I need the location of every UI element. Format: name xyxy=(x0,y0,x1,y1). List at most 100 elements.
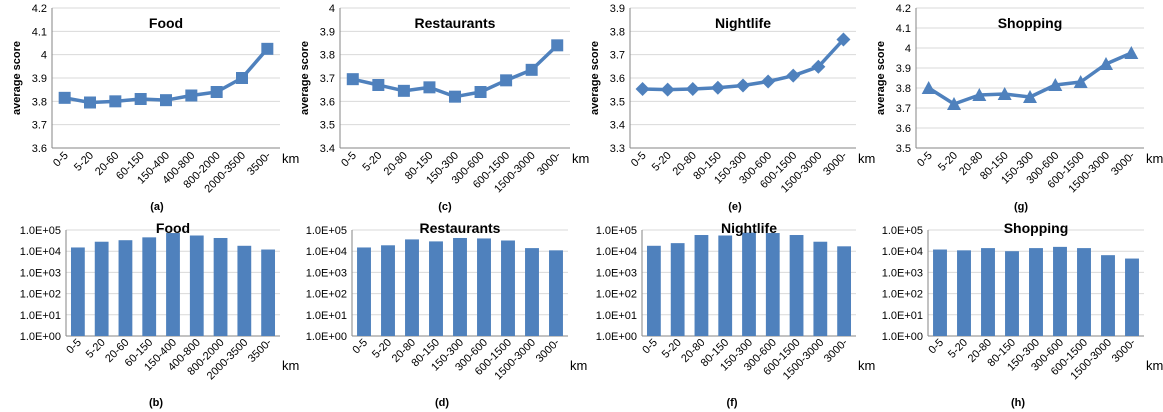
y-tick-label: 3.8 xyxy=(610,26,625,38)
bar xyxy=(1077,248,1091,336)
y-tick-label: 1.0E+00 xyxy=(882,331,923,343)
y-tick-label: 3.7 xyxy=(610,50,625,62)
x-tick-label: 3000- xyxy=(535,149,564,178)
x-unit-label: km xyxy=(282,151,299,166)
y-tick-label: 3.8 xyxy=(896,83,911,95)
data-point xyxy=(397,84,410,97)
x-tick-label: 3000- xyxy=(822,336,851,365)
bar xyxy=(142,237,157,336)
bar xyxy=(1029,248,1043,336)
y-tick-label: 1.0E+02 xyxy=(596,289,637,301)
x-tick-label: 0-5 xyxy=(339,150,359,170)
x-unit-label: km xyxy=(570,358,587,373)
bar xyxy=(501,240,515,336)
y-tick-label: 3.5 xyxy=(610,96,625,108)
x-unit-label: km xyxy=(1146,358,1163,373)
data-point xyxy=(921,81,936,94)
data-point xyxy=(134,93,147,105)
x-tick-label: 0-5 xyxy=(629,150,649,170)
y-tick-label: 3.4 xyxy=(320,143,335,155)
y-tick-label: 1.0E+04 xyxy=(596,246,637,258)
chart-title: Nightlife xyxy=(721,220,777,236)
data-point xyxy=(449,90,461,103)
y-tick-label: 3.3 xyxy=(610,143,625,155)
chart-title: Nightlife xyxy=(715,15,771,31)
data-point xyxy=(635,81,650,96)
y-tick-label: 1.0E+01 xyxy=(882,310,923,322)
bar xyxy=(694,235,709,336)
panel-label: (e) xyxy=(728,201,742,213)
panel-label: (d) xyxy=(435,397,449,409)
bar-chart-nightlife: 1.0E+00 1.0E+01 1.0E+02 1.0E+03 1.0E+04 1.0E+… xyxy=(596,220,876,409)
y-tick-label: 3.5 xyxy=(896,143,911,155)
y-axis-label: average score xyxy=(11,41,23,115)
chart-title: Restaurants xyxy=(420,220,501,236)
data-point xyxy=(786,68,801,83)
y-tick-label: 3.7 xyxy=(320,73,335,85)
y-tick-label: 3.6 xyxy=(320,96,335,108)
x-tick-label: 0-5 xyxy=(640,337,660,357)
data-point xyxy=(997,87,1012,100)
data-point xyxy=(1073,75,1088,88)
bar xyxy=(670,243,685,336)
y-tick-label: 4.2 xyxy=(896,3,911,15)
y-tick-label: 1.0E+01 xyxy=(306,310,347,322)
data-point xyxy=(210,86,223,98)
bar xyxy=(237,245,252,336)
line-chart-restaurants: 3.4 3.5 3.6 3.7 3.8 3.9 4 Restaurants average sc… xyxy=(299,3,589,213)
data-point xyxy=(58,91,71,104)
x-tick-label: 3000- xyxy=(1110,336,1139,365)
y-tick-label: 1.0E+02 xyxy=(882,289,923,301)
y-tick-label: 3.6 xyxy=(32,143,47,155)
data-point xyxy=(1124,46,1139,59)
panel-label: (a) xyxy=(150,201,164,213)
y-tick-label: 3.6 xyxy=(896,123,911,135)
bar xyxy=(549,250,563,336)
bar xyxy=(957,250,971,336)
bar xyxy=(357,247,371,336)
bar xyxy=(1101,255,1115,336)
y-tick-label: 1.0E+05 xyxy=(20,225,61,237)
data-point xyxy=(685,81,700,96)
bar xyxy=(933,249,947,336)
x-tick-label: 0-5 xyxy=(915,150,935,170)
bar xyxy=(742,232,756,336)
chart-title: Restaurants xyxy=(415,15,496,31)
bar xyxy=(1053,246,1067,336)
y-tick-label: 1.0E+03 xyxy=(20,267,61,279)
y-tick-label: 1.0E+02 xyxy=(20,289,61,301)
y-tick-label: 1.0E+04 xyxy=(20,246,61,258)
panel-label: (f) xyxy=(727,397,738,409)
y-tick-label: 1.0E+03 xyxy=(882,267,923,279)
data-point xyxy=(761,74,776,89)
bar xyxy=(525,248,539,336)
y-tick-label: 3.7 xyxy=(896,103,911,115)
bar xyxy=(166,233,180,336)
y-tick-label: 3.9 xyxy=(32,73,47,85)
data-point xyxy=(525,63,538,76)
y-tick-label: 4 xyxy=(329,3,335,15)
bar xyxy=(213,237,228,336)
y-tick-label: 1.0E+01 xyxy=(596,310,637,322)
y-tick-label: 3.9 xyxy=(896,63,911,75)
data-point xyxy=(500,74,513,87)
bar xyxy=(765,233,780,336)
y-tick-label: 4.1 xyxy=(896,23,911,35)
data-point xyxy=(947,97,961,110)
y-tick-label: 3.6 xyxy=(610,73,625,85)
bar xyxy=(70,247,85,336)
y-tick-label: 3.8 xyxy=(32,96,47,108)
data-point xyxy=(972,88,987,101)
y-tick-label: 1.0E+01 xyxy=(20,310,61,322)
y-tick-label: 1.0E+00 xyxy=(20,331,61,343)
bar xyxy=(477,238,491,336)
x-tick-label: 0-5 xyxy=(926,337,946,357)
data-point xyxy=(84,96,96,109)
chart-title: Shopping xyxy=(998,15,1063,31)
bar xyxy=(405,239,419,336)
y-tick-label: 4 xyxy=(905,43,911,55)
data-point xyxy=(660,82,675,97)
data-point xyxy=(160,94,172,107)
x-tick-label: 3000- xyxy=(534,336,563,365)
